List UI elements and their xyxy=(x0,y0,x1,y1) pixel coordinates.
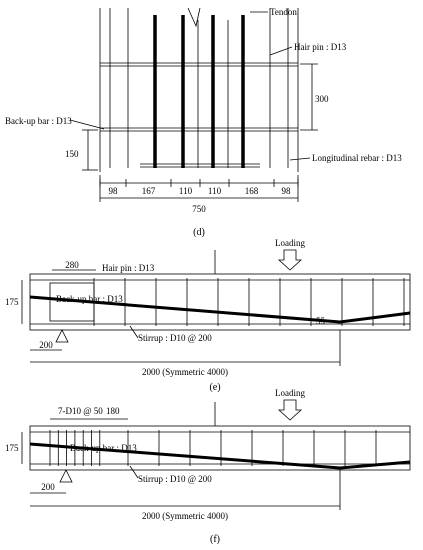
panel-d: Tendon Hair pin : D13 300 Back-up bar : … xyxy=(5,7,402,238)
dimension: 175 xyxy=(5,297,19,307)
dimension: 150 xyxy=(65,149,79,159)
label: Stirrup : D10 @ 200 xyxy=(138,474,212,484)
dimension: 200 xyxy=(41,482,55,492)
label: Hair pin : D13 xyxy=(102,263,155,273)
caption: (f) xyxy=(210,534,220,545)
dimension: 168 xyxy=(245,186,259,196)
dimension: 2000 (Symmetric 4000) xyxy=(142,511,228,521)
label: Hair pin : D13 xyxy=(294,42,347,52)
dimension: 98 xyxy=(282,186,292,196)
label: Loading xyxy=(275,238,305,248)
dimension: 750 xyxy=(192,204,206,214)
dimension: 180 xyxy=(106,406,120,416)
dimension: 175 xyxy=(5,443,19,453)
panel-f: Loading 7-D10 @ 50 180 Back-up bar : D13… xyxy=(5,388,411,545)
label: Back-up bar : D13 xyxy=(56,294,123,304)
label: Stirrup : D10 @ 200 xyxy=(138,333,212,343)
dimension: 2000 (Symmetric 4000) xyxy=(142,367,228,377)
dimension: 110 xyxy=(208,186,222,196)
dimension: 280 xyxy=(65,260,79,270)
dimension: 167 xyxy=(142,186,156,196)
dimension: 200 xyxy=(39,340,53,350)
label: Back-up bar : D13 xyxy=(70,443,137,453)
panel-e: Loading 280 Hair pin : D13 Back-up bar :… xyxy=(5,238,411,393)
dimension: 7-D10 @ 50 xyxy=(58,406,103,416)
label: Loading xyxy=(275,388,305,398)
label: Longitudinal rebar : D13 xyxy=(312,153,402,163)
caption: (d) xyxy=(193,227,205,238)
caption: (e) xyxy=(209,382,220,393)
dimension: 300 xyxy=(315,94,329,104)
dimension: 98 xyxy=(109,186,119,196)
dimension: 110 xyxy=(179,186,193,196)
label: Back-up bar : D13 xyxy=(5,116,72,126)
dimension: 55 xyxy=(316,316,326,326)
label: Tendon xyxy=(270,7,297,17)
